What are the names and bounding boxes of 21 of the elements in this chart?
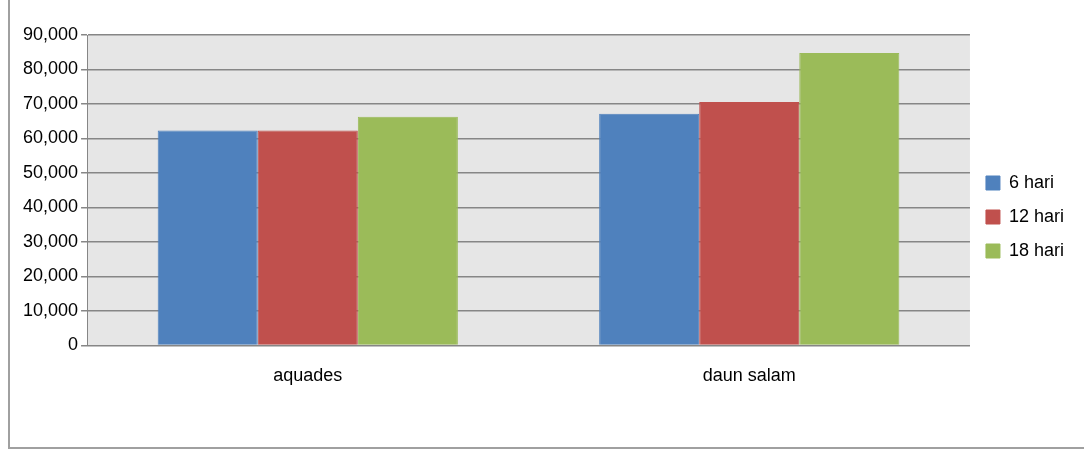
y-tick-label: 30,000 <box>22 230 79 251</box>
y-tick-label: 0 <box>68 334 79 355</box>
bar <box>257 130 358 345</box>
y-tick-label: 40,000 <box>22 196 79 217</box>
y-tick-label: 80,000 <box>22 58 79 79</box>
legend-label: 12 hari <box>1008 205 1065 226</box>
y-tick-label: 90,000 <box>22 23 79 44</box>
legend-label: 18 hari <box>1008 239 1065 260</box>
x-tick-label: aquades <box>273 365 343 386</box>
y-tick-label: 60,000 <box>22 127 79 148</box>
y-tick-label: 20,000 <box>22 265 79 286</box>
bar <box>799 52 900 345</box>
y-tick-label: 70,000 <box>22 92 79 113</box>
bar <box>357 116 458 345</box>
y-tick-label: 50,000 <box>22 161 79 182</box>
bar <box>599 113 700 345</box>
x-tick-label: daun salam <box>702 365 796 386</box>
y-tick-label: 10,000 <box>22 299 79 320</box>
bar <box>157 130 258 345</box>
bar <box>699 101 800 345</box>
legend-label: 6 hari <box>1008 171 1054 192</box>
